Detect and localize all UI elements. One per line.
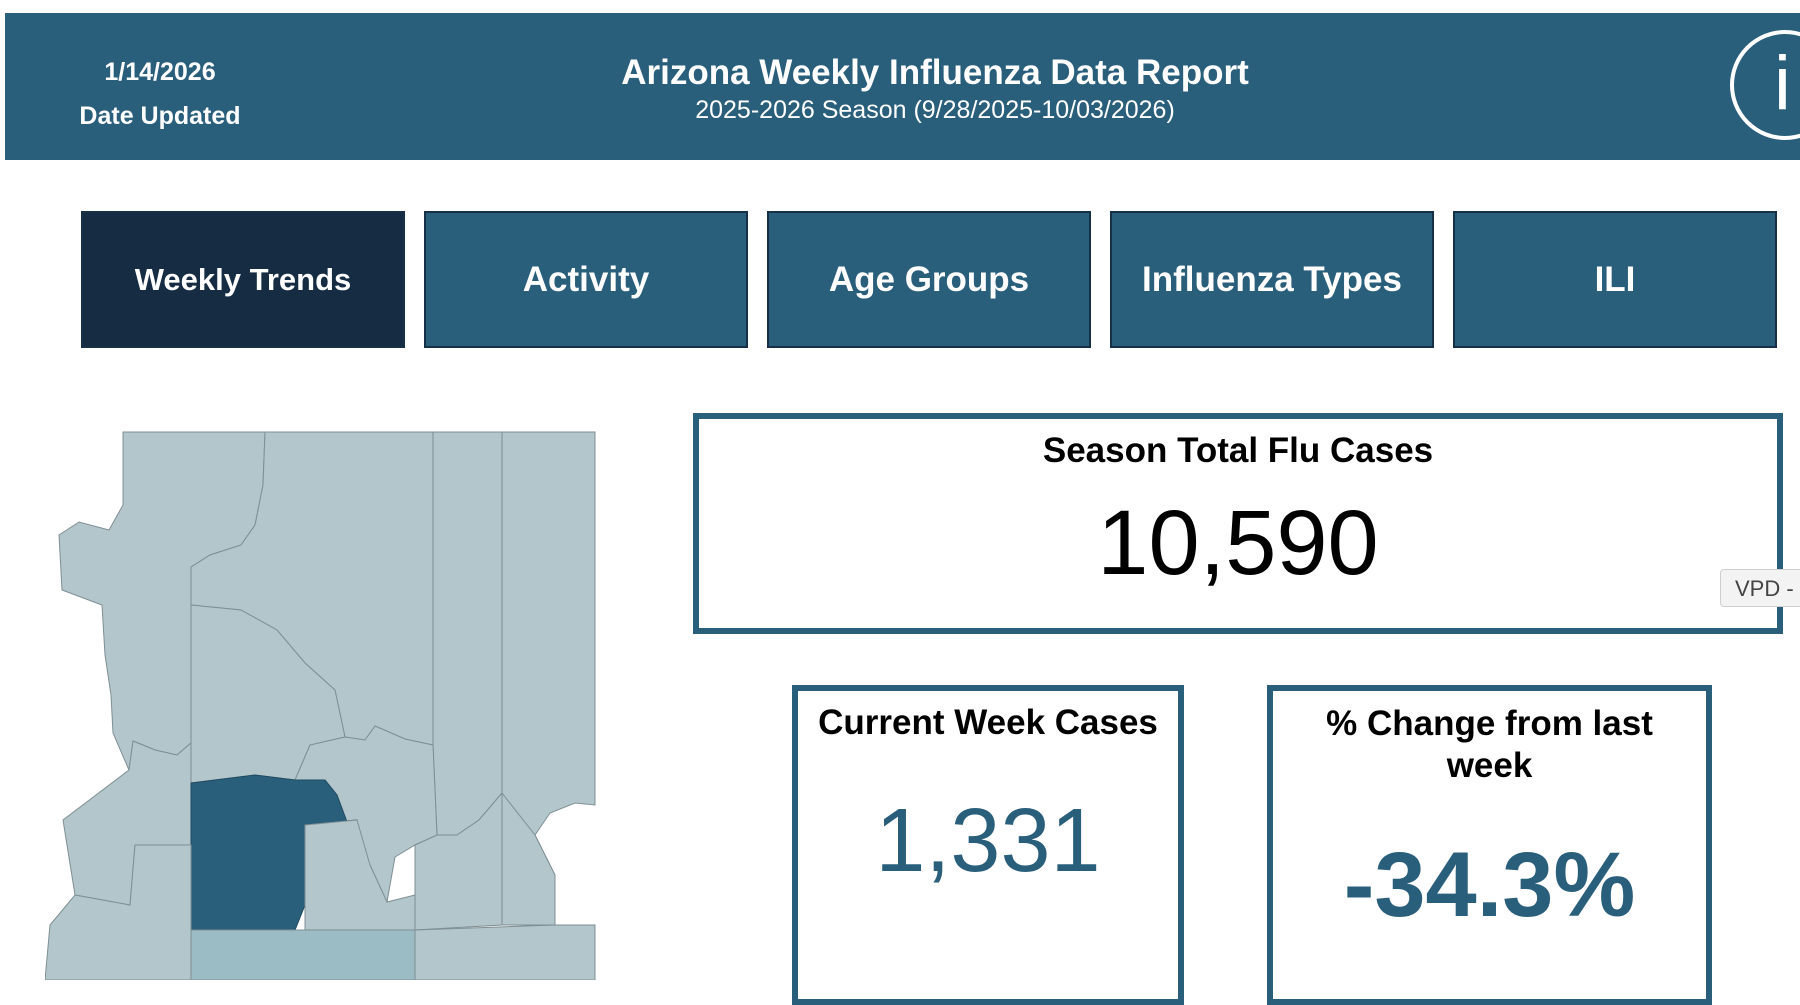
tab-influenza-types[interactable]: Influenza Types (1110, 211, 1434, 348)
tab-ili[interactable]: ILI (1453, 211, 1777, 348)
county-yuma[interactable] (45, 844, 192, 980)
date-updated-block: 1/14/2026 Date Updated (45, 57, 275, 131)
tab-activity[interactable]: Activity (424, 211, 748, 348)
arizona-county-map (45, 431, 596, 980)
date-updated-label: Date Updated (79, 102, 241, 130)
percent-change-value: -34.3% (1343, 834, 1636, 936)
season-subtitle: 2025-2026 Season (9/28/2025-10/03/2026) (695, 96, 1175, 124)
season-total-value: 10,590 (1097, 492, 1379, 594)
percent-change-card: % Change from last week -34.3% (1267, 685, 1712, 1005)
tab-age-groups[interactable]: Age Groups (767, 211, 1091, 348)
county-navajo[interactable] (432, 431, 503, 836)
current-week-card: Current Week Cases 1,331 (792, 685, 1184, 1005)
county-greenlee[interactable] (501, 791, 556, 926)
vpd-side-tab[interactable]: VPD - (1720, 569, 1800, 607)
title-block: Arizona Weekly Influenza Data Report 202… (455, 53, 1415, 125)
county-cochise[interactable] (414, 924, 596, 980)
tab-weekly-trends[interactable]: Weekly Trends (81, 211, 405, 348)
current-week-title: Current Week Cases (818, 703, 1158, 742)
percent-change-title: % Change from last week (1326, 704, 1653, 785)
page-title: Arizona Weekly Influenza Data Report (621, 53, 1249, 92)
season-total-card: Season Total Flu Cases 10,590 (693, 413, 1783, 634)
report-header: 1/14/2026 Date Updated Arizona Weekly In… (5, 13, 1800, 160)
county-pima[interactable] (190, 929, 416, 980)
info-icon: i (1774, 41, 1791, 126)
date-updated-value: 1/14/2026 (104, 58, 216, 86)
season-total-title: Season Total Flu Cases (1042, 431, 1434, 470)
info-button[interactable]: i (1730, 30, 1800, 140)
current-week-value: 1,331 (875, 791, 1101, 891)
